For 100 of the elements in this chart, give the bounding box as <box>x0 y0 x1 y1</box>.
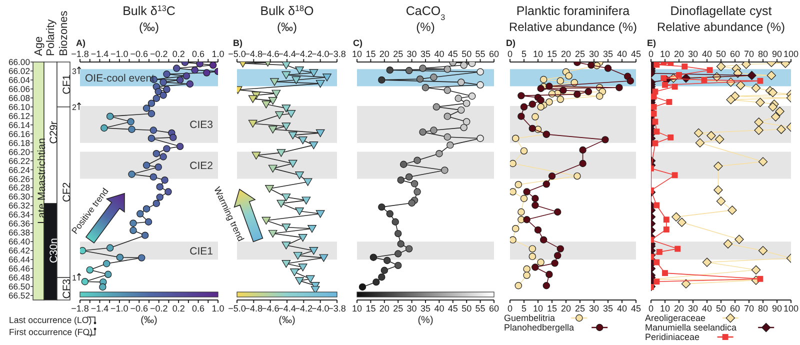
chart-title: Bulk δ$^{18}$O <box>260 4 314 18</box>
chart-title: Dinoflagellate cyst <box>670 4 772 18</box>
x-tick-label: 0 <box>507 49 513 59</box>
x2-tick-label: 0.6 <box>192 303 205 314</box>
x-tick-label: 45 <box>630 49 642 59</box>
x-tick-label: 35 <box>420 49 431 59</box>
text: Age <box>33 36 45 56</box>
text: First occurrence (FO) <box>9 327 93 337</box>
x-tick-label: −0.2 <box>150 49 168 59</box>
x-tick-label: 10 <box>532 49 544 59</box>
x-tick-label: 1.0 <box>212 49 224 59</box>
y-tick-label: 66.04 <box>8 74 30 85</box>
y-tick-label: 66.50 <box>8 282 30 292</box>
x2-axis-title: (‰) <box>140 315 158 326</box>
y-tick-label: 66.42 <box>8 246 30 256</box>
x2-tick-label: 30 <box>406 303 417 314</box>
legend-label: Guembelitria <box>504 313 556 323</box>
x-tick-label: 20 <box>379 49 390 59</box>
band-label: CIE2 <box>190 160 214 172</box>
x-tick-label: 45 <box>448 49 458 59</box>
x-tick-label: −1.0 <box>110 49 128 59</box>
x2-tick-label: 5 <box>521 303 527 314</box>
x-tick-label: −4.2 <box>294 49 313 59</box>
legend-label: Manumiella seelandica <box>645 322 737 332</box>
y-tick-label: 66.36 <box>8 218 30 229</box>
y-tick-label: 66.24 <box>8 164 30 175</box>
x-tick-label: 0 <box>648 49 654 59</box>
x2-tick-label: 50 <box>462 303 472 314</box>
y-tick-label: 66.34 <box>8 210 30 220</box>
chart-title: CaCO$_{3}$ <box>406 4 446 22</box>
y-tick-label: 66.20 <box>8 146 30 157</box>
x-tick-label: 15 <box>546 49 558 59</box>
x2-tick-label: 50 <box>716 303 726 314</box>
x-tick-label: 70 <box>744 49 754 59</box>
x2-tick-label: −4.2 <box>294 303 313 314</box>
text: A) <box>76 38 86 48</box>
x-tick-label: 30 <box>688 49 698 59</box>
x-tick-label: 20 <box>560 49 572 59</box>
x2-tick-label: 0.2 <box>172 303 185 314</box>
text: 1 <box>72 274 77 283</box>
x2-tick-label: 10 <box>352 303 362 314</box>
x-tick-label: 35 <box>602 49 614 59</box>
x-tick-label: −5.0 <box>228 49 246 59</box>
x-tick-label: 15 <box>366 49 376 59</box>
legend-label: Areoligeraceae <box>645 313 706 323</box>
x-tick-label: 30 <box>406 49 417 59</box>
x2-tick-label: 10 <box>660 303 670 314</box>
x2-tick-label: −4.4 <box>278 303 296 314</box>
text: 2 <box>72 102 77 112</box>
x2-axis-title: (‰) <box>278 315 296 326</box>
x2-tick-label: 35 <box>602 303 614 314</box>
y-tick-label: 66.02 <box>8 66 30 76</box>
y-tick-label: 66.30 <box>8 192 30 202</box>
x-tick-label: −4.0 <box>311 49 330 59</box>
band-label: CIE3 <box>190 119 214 132</box>
x2-tick-label: 15 <box>546 303 558 314</box>
x2-tick-label: 20 <box>379 303 390 314</box>
x2-tick-label: −1.0 <box>110 303 128 314</box>
x-tick-label: 60 <box>488 49 500 59</box>
text: Last occurrence (LO) <box>9 315 92 325</box>
x2-tick-label: −1.4 <box>90 303 109 314</box>
text: D) <box>506 38 516 48</box>
band-label: CIE1 <box>190 245 214 258</box>
text: C29r <box>48 120 60 144</box>
x2-tick-label: 35 <box>420 303 431 314</box>
x-tick-label: 100 <box>783 49 799 59</box>
y-tick-label: 66.08 <box>8 92 30 103</box>
x2-tick-label: 55 <box>475 303 486 314</box>
y-tick-label: 66.12 <box>8 110 30 121</box>
x-tick-label: −4.8 <box>244 49 263 59</box>
y-tick-label: 66.46 <box>8 264 30 274</box>
y-tick-label: 66.16 <box>8 128 30 139</box>
x2-tick-label: 40 <box>702 303 712 314</box>
x2-tick-label: −0.2 <box>150 303 168 314</box>
x-tick-label: 40 <box>434 49 444 59</box>
y-tick-label: 66.48 <box>8 272 30 283</box>
x-tick-label: 25 <box>574 49 586 59</box>
x-tick-label: −4.4 <box>278 49 296 59</box>
x-axis-title: Relative abundance (%) <box>508 20 638 34</box>
x2-tick-label: 90 <box>772 303 782 314</box>
x2-tick-label: −4.6 <box>261 303 280 314</box>
x-tick-label: 0.2 <box>172 49 185 59</box>
x-axis-title: Relative abundance (%) <box>656 20 786 34</box>
x2-tick-label: 0 <box>648 303 654 314</box>
x2-tick-label: 20 <box>560 303 572 314</box>
text: C) <box>353 38 362 48</box>
x-axis-title: (‰) <box>139 20 159 34</box>
text: B) <box>233 38 242 48</box>
x2-tick-label: 15 <box>366 303 376 314</box>
text: 3 <box>72 66 77 76</box>
x2-tick-label: 60 <box>488 303 500 314</box>
x2-tick-label: 1.0 <box>212 303 224 314</box>
y-tick-label: 66.38 <box>8 228 30 238</box>
x2-axis-title: (%) <box>418 315 434 326</box>
x-tick-label: 90 <box>772 49 782 59</box>
x2-tick-label: 10 <box>532 303 544 314</box>
text: E) <box>647 38 656 48</box>
x2-tick-label: 45 <box>630 303 642 314</box>
text: C30n <box>48 238 60 264</box>
x2-tick-label: 0 <box>507 303 513 314</box>
